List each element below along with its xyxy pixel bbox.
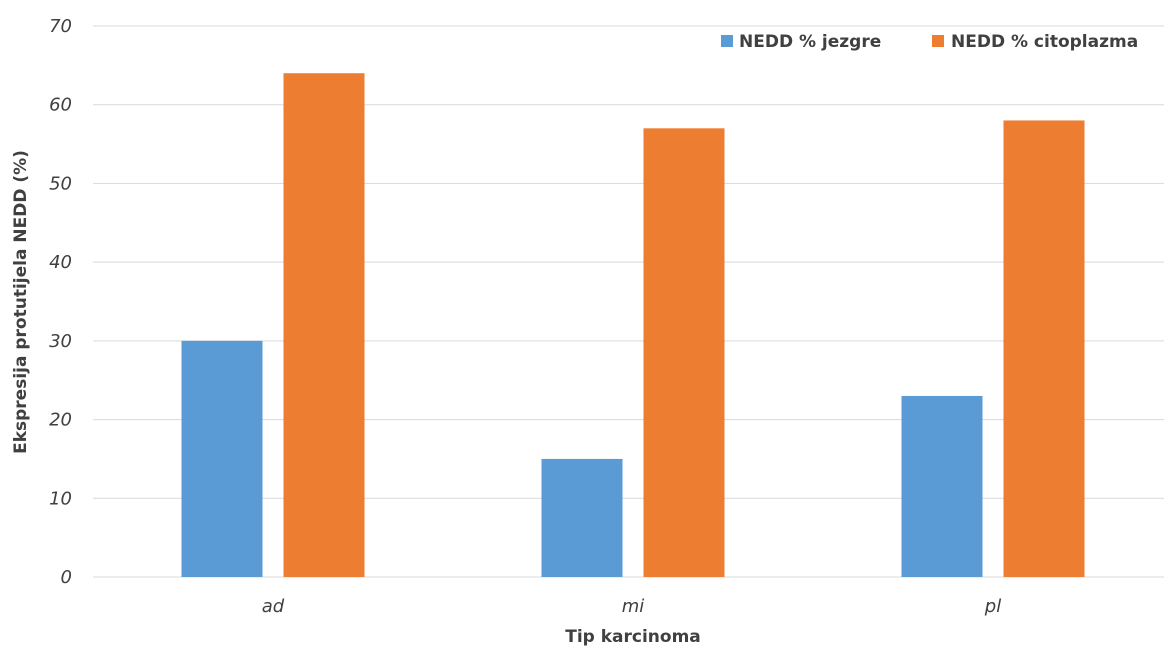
bar-pl-jezgre [901, 395, 983, 577]
bars [181, 73, 1085, 578]
y-axis-title: Ekspresija protutijela NEDD (%) [11, 150, 31, 454]
bar-mi-jezgre [541, 458, 623, 577]
x-category-label-ad: ad [262, 596, 285, 617]
bar-mi-citoplazma [643, 128, 725, 578]
bar-ad-jezgre [181, 340, 263, 577]
bar-ad-citoplazma [283, 73, 365, 577]
legend-label-citoplazma: NEDD % citoplazma [951, 32, 1138, 52]
legend-swatch-citoplazma [932, 35, 944, 47]
bar-pl-citoplazma [1003, 120, 1085, 577]
x-axis-categories: ad mi pl [262, 596, 1001, 617]
y-tick-label-50: 50 [49, 173, 72, 194]
legend-label-jezgre: NEDD % jezgre [739, 32, 881, 52]
x-category-label-mi: mi [622, 596, 645, 617]
legend-swatch-jezgre [721, 35, 733, 47]
y-tick-label-10: 10 [49, 488, 72, 509]
x-axis-title: Tip karcinoma [565, 627, 701, 647]
legend: NEDD % jezgre NEDD % citoplazma [721, 32, 1138, 52]
y-tick-label-30: 30 [49, 331, 72, 352]
y-tick-label-20: 20 [49, 410, 72, 431]
y-tick-label-60: 60 [49, 95, 72, 116]
y-axis-ticks: 0 10 20 30 40 50 60 70 [49, 16, 72, 588]
x-category-label-pl: pl [984, 596, 1001, 617]
y-tick-label-70: 70 [49, 16, 72, 37]
gridlines [93, 25, 1164, 578]
y-tick-label-0: 0 [61, 567, 72, 588]
y-tick-label-40: 40 [49, 252, 72, 273]
